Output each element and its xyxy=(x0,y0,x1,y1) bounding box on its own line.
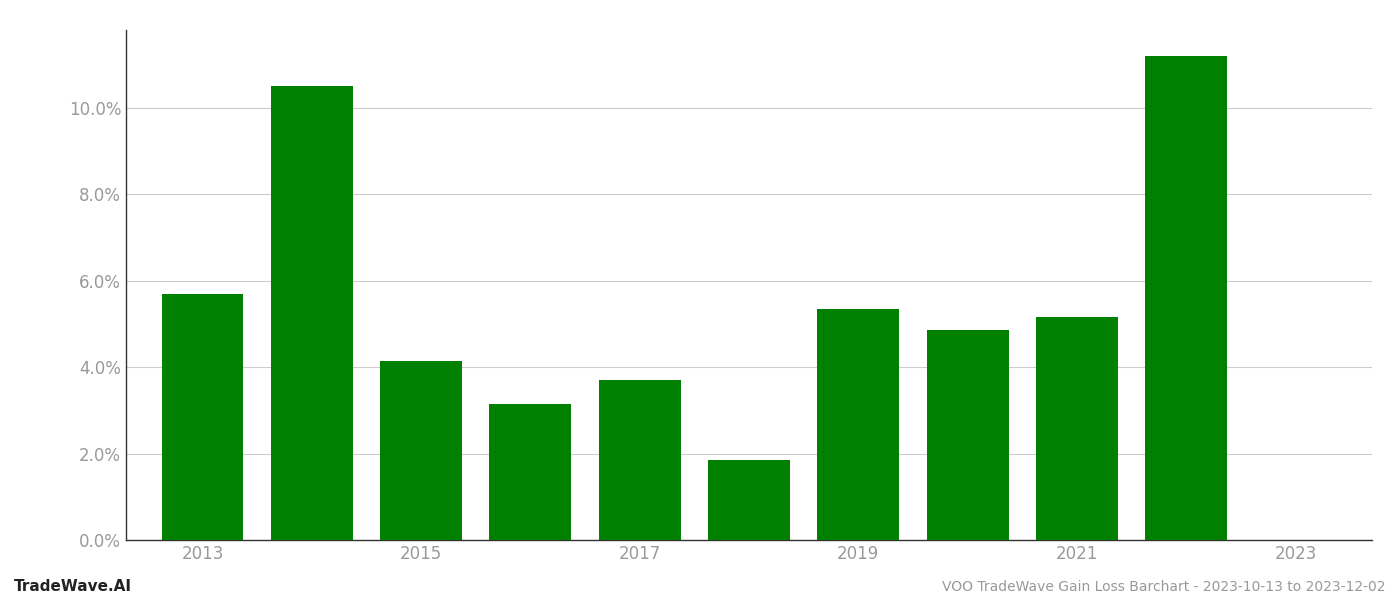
Bar xyxy=(927,331,1008,540)
Bar xyxy=(708,460,790,540)
Text: VOO TradeWave Gain Loss Barchart - 2023-10-13 to 2023-12-02: VOO TradeWave Gain Loss Barchart - 2023-… xyxy=(942,580,1386,594)
Bar xyxy=(599,380,680,540)
Bar xyxy=(490,404,571,540)
Text: TradeWave.AI: TradeWave.AI xyxy=(14,579,132,594)
Bar xyxy=(270,86,353,540)
Bar xyxy=(161,293,244,540)
Bar xyxy=(1036,317,1117,540)
Bar xyxy=(381,361,462,540)
Bar xyxy=(818,309,899,540)
Bar xyxy=(1145,56,1228,540)
